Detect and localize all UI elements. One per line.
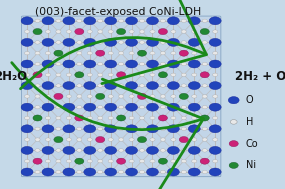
Circle shape xyxy=(139,19,144,22)
Circle shape xyxy=(160,51,166,55)
Circle shape xyxy=(171,73,176,77)
Circle shape xyxy=(35,62,40,66)
Circle shape xyxy=(105,17,117,25)
Circle shape xyxy=(119,160,124,163)
Circle shape xyxy=(129,95,134,98)
Circle shape xyxy=(146,82,158,90)
Circle shape xyxy=(209,82,221,90)
Circle shape xyxy=(126,146,138,154)
Circle shape xyxy=(181,51,186,55)
Circle shape xyxy=(202,30,207,33)
Circle shape xyxy=(202,62,207,66)
Circle shape xyxy=(139,73,144,77)
Circle shape xyxy=(200,158,209,164)
Circle shape xyxy=(35,138,40,141)
Circle shape xyxy=(150,51,155,55)
Circle shape xyxy=(139,84,144,87)
Circle shape xyxy=(129,51,134,55)
Circle shape xyxy=(171,138,176,141)
Circle shape xyxy=(160,160,166,163)
Circle shape xyxy=(56,73,61,77)
Circle shape xyxy=(45,116,50,120)
Circle shape xyxy=(42,38,54,46)
Circle shape xyxy=(45,95,50,98)
Circle shape xyxy=(119,170,124,174)
Circle shape xyxy=(63,168,75,176)
Circle shape xyxy=(77,170,82,174)
Circle shape xyxy=(98,105,103,109)
Circle shape xyxy=(146,146,158,154)
Circle shape xyxy=(202,127,207,130)
Circle shape xyxy=(192,138,197,141)
Circle shape xyxy=(139,105,144,109)
Circle shape xyxy=(108,73,113,77)
Circle shape xyxy=(105,82,117,90)
Circle shape xyxy=(119,73,124,77)
Circle shape xyxy=(87,73,92,77)
Circle shape xyxy=(202,84,207,87)
Circle shape xyxy=(158,115,168,121)
Circle shape xyxy=(108,116,113,120)
Circle shape xyxy=(158,29,168,35)
Circle shape xyxy=(119,95,124,98)
Circle shape xyxy=(25,138,30,141)
Circle shape xyxy=(192,95,197,98)
Circle shape xyxy=(98,51,103,55)
Circle shape xyxy=(21,38,33,46)
Circle shape xyxy=(209,17,221,25)
Circle shape xyxy=(108,30,113,33)
Circle shape xyxy=(139,41,144,44)
Circle shape xyxy=(87,138,92,141)
Circle shape xyxy=(56,105,61,109)
Circle shape xyxy=(167,17,179,25)
Circle shape xyxy=(98,149,103,152)
Circle shape xyxy=(56,160,61,163)
Circle shape xyxy=(160,19,166,22)
Circle shape xyxy=(77,149,82,152)
Circle shape xyxy=(35,105,40,109)
Circle shape xyxy=(192,73,197,77)
Circle shape xyxy=(75,72,84,78)
Circle shape xyxy=(98,62,103,66)
Circle shape xyxy=(108,95,113,98)
Circle shape xyxy=(105,60,117,68)
Circle shape xyxy=(33,72,42,78)
Circle shape xyxy=(56,138,61,141)
Circle shape xyxy=(119,84,124,87)
Circle shape xyxy=(229,141,238,147)
Circle shape xyxy=(150,160,155,163)
Circle shape xyxy=(160,73,166,77)
Circle shape xyxy=(181,95,186,98)
Circle shape xyxy=(188,60,200,68)
Circle shape xyxy=(108,51,113,55)
Circle shape xyxy=(45,160,50,163)
Circle shape xyxy=(96,93,105,99)
Circle shape xyxy=(75,29,84,35)
Circle shape xyxy=(77,51,82,55)
Circle shape xyxy=(129,73,134,77)
Circle shape xyxy=(45,51,50,55)
Circle shape xyxy=(129,116,134,120)
Circle shape xyxy=(126,17,138,25)
Circle shape xyxy=(119,62,124,66)
Circle shape xyxy=(56,41,61,44)
Circle shape xyxy=(63,60,75,68)
Circle shape xyxy=(35,41,40,44)
Circle shape xyxy=(56,170,61,174)
Circle shape xyxy=(209,38,221,46)
Circle shape xyxy=(87,95,92,98)
Circle shape xyxy=(84,168,96,176)
Circle shape xyxy=(21,146,33,154)
Circle shape xyxy=(160,149,166,152)
Circle shape xyxy=(35,127,40,130)
Circle shape xyxy=(21,60,33,68)
Circle shape xyxy=(84,38,96,46)
Circle shape xyxy=(213,160,218,163)
Circle shape xyxy=(25,116,30,120)
Circle shape xyxy=(119,19,124,22)
Circle shape xyxy=(181,116,186,120)
Circle shape xyxy=(167,38,179,46)
Circle shape xyxy=(146,125,158,133)
Circle shape xyxy=(54,93,63,99)
